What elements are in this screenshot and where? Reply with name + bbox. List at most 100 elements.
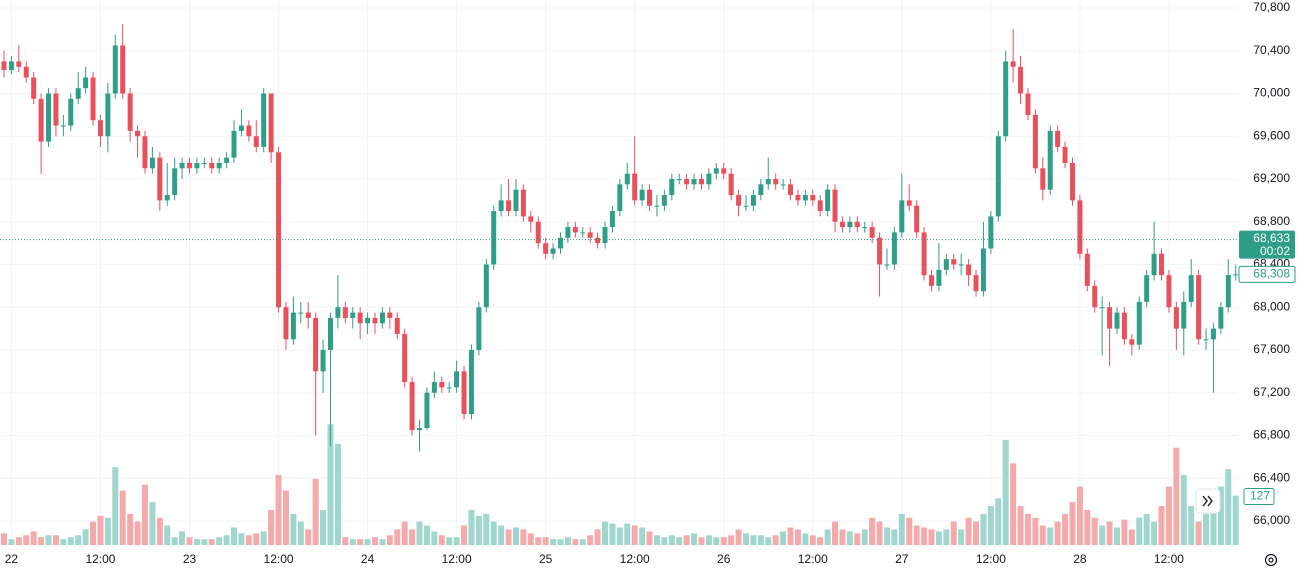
y-tick-label: 69,200 xyxy=(1253,171,1290,185)
scroll-button[interactable] xyxy=(1195,488,1221,514)
candle-body xyxy=(513,189,519,212)
volume-bar xyxy=(631,525,638,545)
candle-body xyxy=(238,125,244,131)
candle-body xyxy=(825,189,831,212)
candle-body xyxy=(691,178,697,185)
candle-body xyxy=(832,189,838,222)
volume-bar xyxy=(542,537,549,545)
candle-body xyxy=(647,189,653,206)
candle-body xyxy=(112,45,118,94)
candle-body xyxy=(97,120,103,137)
volume-bar xyxy=(334,443,341,545)
volume-bar xyxy=(817,537,824,545)
volume-bar xyxy=(1091,517,1098,545)
candle-body xyxy=(1025,93,1031,115)
candle-body xyxy=(157,157,163,201)
settings-button[interactable] xyxy=(1264,553,1278,567)
candle-body xyxy=(350,312,356,318)
candle-body xyxy=(580,232,586,234)
volume-bar xyxy=(846,531,853,545)
candle-body xyxy=(1188,275,1194,302)
candle-body xyxy=(1055,130,1061,147)
scroll-button-box[interactable] xyxy=(1195,488,1221,514)
candle-body xyxy=(966,264,972,276)
candle-body xyxy=(936,269,942,286)
volume-bar xyxy=(876,521,883,545)
candle-body xyxy=(209,162,215,169)
volume-bar xyxy=(379,539,386,545)
candle-body xyxy=(1159,253,1165,276)
candle-body xyxy=(1077,200,1083,254)
volume-bar xyxy=(52,535,59,545)
close-label: 68,308 xyxy=(1253,266,1290,280)
volume-bar xyxy=(550,539,557,545)
volume-bar xyxy=(453,537,460,545)
candle-body xyxy=(1010,61,1016,67)
candle-body xyxy=(253,136,259,147)
volume-bar xyxy=(869,517,876,545)
volume-bar xyxy=(765,537,772,545)
candle-body xyxy=(38,98,44,142)
candle-body xyxy=(988,216,994,249)
settings-icon-center[interactable] xyxy=(1268,557,1274,563)
candle-body xyxy=(1069,162,1075,201)
candle-body xyxy=(951,259,957,265)
volume-bar xyxy=(45,535,52,545)
candle-body xyxy=(46,93,52,142)
volume-bar xyxy=(1188,506,1195,545)
volume-bar xyxy=(564,537,571,545)
scroll-icon[interactable] xyxy=(1202,495,1213,507)
candles xyxy=(1,24,1239,452)
candle-body xyxy=(231,130,237,158)
candle-body xyxy=(357,312,363,324)
volume-bar xyxy=(824,529,831,545)
candle-body xyxy=(379,312,385,324)
candle-body xyxy=(468,349,474,415)
volume-bar xyxy=(743,533,749,545)
settings-icon[interactable] xyxy=(1264,553,1278,567)
volume-bar xyxy=(653,535,660,545)
volume-bar xyxy=(305,529,312,545)
candle-body xyxy=(958,264,964,266)
candle-body xyxy=(164,195,170,201)
volume-bar xyxy=(82,529,89,545)
candle-body xyxy=(558,237,563,249)
volume-bar xyxy=(906,517,913,545)
volume-bar xyxy=(216,537,223,545)
volume-bar xyxy=(394,529,401,545)
candle-body xyxy=(1099,307,1105,309)
volume-bar xyxy=(958,529,965,545)
candle-body xyxy=(1121,312,1127,340)
candle-body xyxy=(535,221,541,244)
candle-body xyxy=(23,66,29,78)
volume-bar xyxy=(1121,519,1128,545)
volume-bar xyxy=(1225,469,1232,545)
volume-bar xyxy=(587,535,594,545)
candle-body xyxy=(810,195,816,201)
volume-bar xyxy=(832,521,839,545)
volume-bar xyxy=(15,537,22,545)
volume-bar xyxy=(809,535,816,545)
volume-bar xyxy=(401,521,408,545)
candle-body xyxy=(921,232,927,276)
volume-bar xyxy=(683,535,690,545)
candle-body xyxy=(1166,275,1172,308)
volume-bar xyxy=(661,537,668,545)
volume-bar xyxy=(839,529,846,545)
candle-body xyxy=(394,317,400,334)
volume-bar xyxy=(342,537,349,545)
candle-body xyxy=(743,205,749,207)
volume-pane xyxy=(1,424,1239,545)
volume-bar xyxy=(1143,513,1150,545)
candle-body xyxy=(795,195,801,201)
candle-body xyxy=(877,237,883,265)
candle-body xyxy=(1173,307,1179,329)
candle-body xyxy=(698,178,704,185)
volume-bar xyxy=(104,517,111,545)
volume-bar xyxy=(245,535,252,545)
volume-bar xyxy=(1180,474,1187,545)
volume-bar xyxy=(854,533,861,545)
candle-body xyxy=(676,178,682,180)
volume-bar xyxy=(357,539,364,545)
volume-bar xyxy=(372,537,378,545)
